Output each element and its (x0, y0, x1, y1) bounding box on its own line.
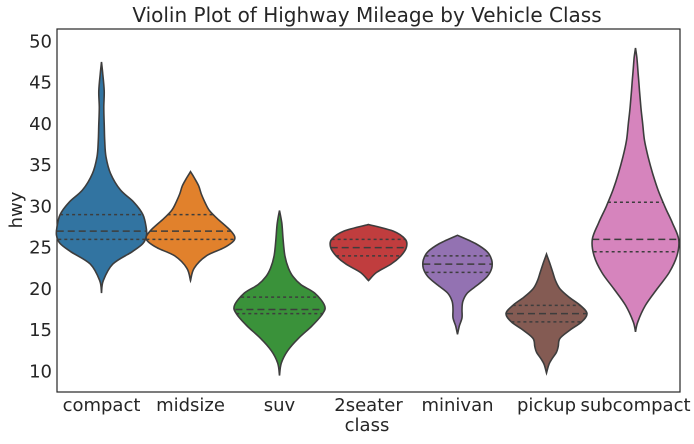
violin-minivan (421, 234, 494, 335)
chart-title: Violin Plot of Highway Mileage by Vehicl… (132, 3, 601, 27)
violin-body (55, 61, 148, 294)
y-tick-label: 35 (29, 155, 52, 176)
x-axis-label: class (345, 415, 390, 436)
violin-subcompact (591, 47, 680, 332)
violins-group (55, 47, 680, 376)
y-axis-ticks: 10 15 20 25 30 35 40 45 50 (29, 31, 52, 382)
violin-compact (55, 61, 148, 294)
x-tick-label: suv (264, 395, 296, 416)
y-tick-label: 40 (29, 114, 52, 135)
x-tick-label: midsize (156, 395, 225, 416)
x-tick-label: compact (63, 395, 141, 416)
y-tick-label: 10 (29, 361, 52, 382)
y-tick-label: 50 (29, 31, 52, 52)
violin-body (233, 210, 326, 376)
y-tick-label: 15 (29, 320, 52, 341)
y-axis-label: hwy (6, 191, 27, 228)
y-tick-label: 45 (29, 73, 52, 94)
y-tick-label: 30 (29, 196, 52, 217)
violin-midsize (145, 170, 236, 284)
violin-body (145, 170, 236, 284)
violin-body (329, 223, 408, 282)
plot-frame (56, 28, 681, 393)
violin-body (591, 47, 680, 332)
violin-2seater (329, 223, 408, 282)
violin-body (421, 234, 494, 335)
y-tick-label: 25 (29, 238, 52, 259)
violin-suv (233, 210, 326, 376)
violin-body (505, 251, 588, 376)
x-axis-ticks: compact midsize suv 2seater minivan pickup sub… (63, 395, 691, 416)
violin-pickup (505, 251, 588, 376)
x-tick-label: pickup (517, 395, 576, 416)
y-tick-label: 20 (29, 279, 52, 300)
x-tick-label: minivan (421, 395, 493, 416)
plot-area (56, 28, 681, 393)
x-tick-label: subcompact (580, 395, 690, 416)
x-tick-label: 2seater (334, 395, 403, 416)
